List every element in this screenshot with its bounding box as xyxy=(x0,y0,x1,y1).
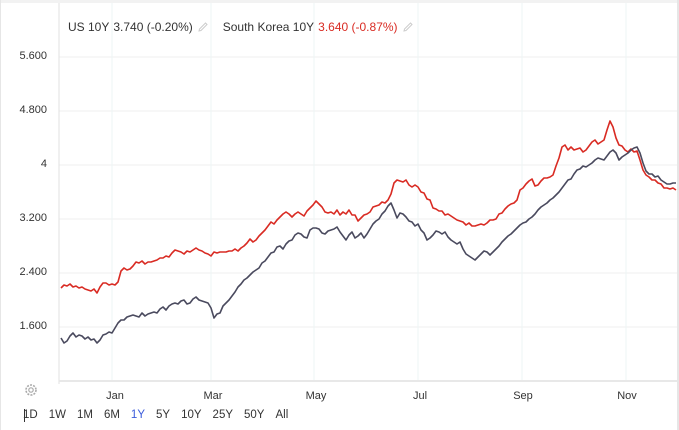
x-tick-label: Nov xyxy=(617,390,637,402)
range-button-1m[interactable]: 1M xyxy=(76,409,93,421)
y-tick-label: 4 xyxy=(40,158,47,170)
legend-item-us-10y[interactable]: US 10Y 3.740 (-0.20%) xyxy=(68,20,209,34)
y-tick-label: 3.200 xyxy=(19,212,47,224)
y-tick-label: 5.600 xyxy=(19,50,47,62)
legend-item-south-korea-10y[interactable]: South Korea 10Y 3.640 (-0.87%) xyxy=(223,20,414,34)
range-button-all[interactable]: All xyxy=(275,409,289,421)
range-button-1d[interactable]: 1D xyxy=(23,409,38,421)
y-tick-label: 4.800 xyxy=(19,104,47,116)
series-line-us-10y xyxy=(60,146,676,344)
top-band xyxy=(0,0,679,3)
frame-left-border xyxy=(0,0,1,430)
horizontal-gridlines xyxy=(59,56,677,328)
range-button-6m[interactable]: 6M xyxy=(103,409,120,421)
range-button-1y[interactable]: 1Y xyxy=(130,409,145,421)
range-button-10y[interactable]: 10Y xyxy=(181,409,202,421)
x-tick-label: Sep xyxy=(513,390,533,402)
x-tick-label: May xyxy=(305,390,327,402)
pencil-icon[interactable] xyxy=(197,21,209,33)
range-selector: 1D 1W 1M 6M 1Y 5Y 10Y 25Y 50Y All xyxy=(23,409,299,421)
y-tick-label: 1.600 xyxy=(19,320,47,332)
range-button-5y[interactable]: 5Y xyxy=(156,409,171,421)
legend-series-name: South Korea 10Y xyxy=(222,20,315,34)
text-cursor xyxy=(24,409,25,422)
x-tick-label: Jul xyxy=(412,390,428,402)
legend: US 10Y 3.740 (-0.20%) South Korea 10Y 3.… xyxy=(68,20,414,34)
range-button-50y[interactable]: 50Y xyxy=(244,409,265,421)
frame-right-border xyxy=(677,0,679,430)
y-tick-label: 2.400 xyxy=(19,266,47,278)
range-button-1w[interactable]: 1W xyxy=(48,409,66,421)
legend-series-value: 3.740 (-0.20%) xyxy=(113,20,193,34)
gear-icon[interactable] xyxy=(24,383,38,397)
series-line-south-korea-10y xyxy=(60,120,677,294)
x-tick-label: Mar xyxy=(203,390,223,402)
x-tick-label: Jan xyxy=(106,390,124,402)
legend-series-value: 3.640 (-0.87%) xyxy=(318,20,398,34)
vertical-gridlines xyxy=(111,3,627,381)
legend-series-name: US 10Y xyxy=(68,20,110,34)
range-button-25y[interactable]: 25Y xyxy=(212,409,234,421)
pencil-icon[interactable] xyxy=(402,21,414,33)
